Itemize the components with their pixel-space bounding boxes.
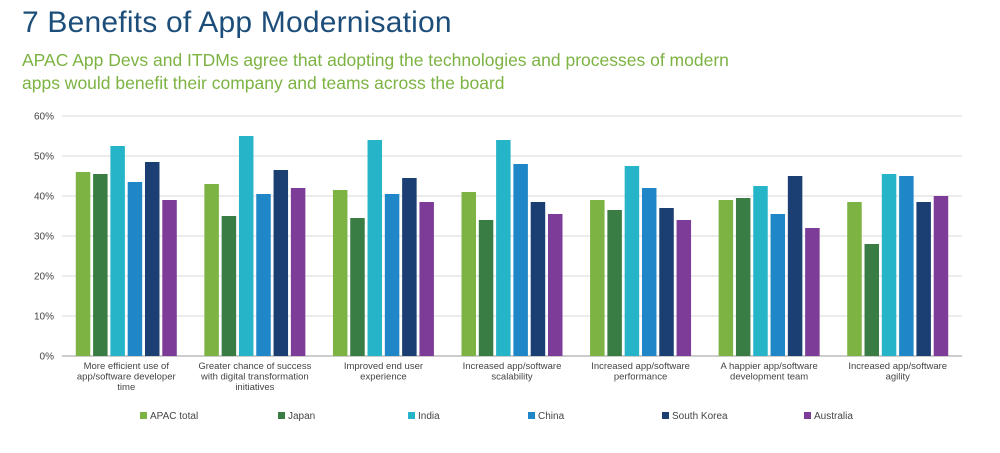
bar <box>256 194 271 356</box>
bar <box>290 188 306 356</box>
bar <box>238 136 254 356</box>
bar <box>93 174 108 356</box>
bar <box>718 200 734 356</box>
bar <box>770 214 786 356</box>
subtitle-line-2: apps would benefit their company and tea… <box>22 73 505 93</box>
bar <box>607 210 622 356</box>
subtitle-line-1: APAC App Devs and ITDMs agree that adopt… <box>22 50 729 70</box>
legend-swatch <box>662 412 669 419</box>
bar <box>127 182 143 356</box>
bar <box>273 170 289 356</box>
bar <box>735 198 751 356</box>
bar <box>496 140 511 356</box>
x-tick-label: Greater chance of success <box>198 361 311 372</box>
chart-title: 7 Benefits of App Modernisation <box>22 6 452 39</box>
bar <box>513 164 528 356</box>
bar <box>590 200 605 356</box>
bar <box>162 200 177 356</box>
bar <box>384 194 400 356</box>
bar <box>933 196 949 356</box>
bar <box>899 176 914 356</box>
bar <box>864 244 880 356</box>
y-tick-label: 10% <box>34 312 54 323</box>
bar <box>419 202 434 356</box>
legend-swatch <box>140 412 147 419</box>
y-tick-label: 50% <box>34 152 54 163</box>
x-tick-label: initiatives <box>235 382 274 393</box>
bar <box>461 192 476 356</box>
bar <box>753 186 768 356</box>
bar <box>881 174 897 356</box>
bar <box>75 172 91 356</box>
bar <box>110 146 125 356</box>
x-tick-label: Increased app/software <box>463 361 562 372</box>
bar <box>530 202 546 356</box>
bar <box>805 228 820 356</box>
legend-label: Australia <box>814 411 853 422</box>
y-tick-label: 20% <box>34 272 54 283</box>
x-tick-label: More efficient use of <box>84 361 170 372</box>
bar <box>478 220 494 356</box>
bar <box>332 190 348 356</box>
x-tick-label: development team <box>730 372 808 383</box>
chart-subtitle: APAC App Devs and ITDMs agree that adopt… <box>22 49 922 95</box>
bar <box>916 202 931 356</box>
legend-swatch <box>528 412 535 419</box>
x-tick-label: agility <box>886 372 911 383</box>
bar <box>787 176 803 356</box>
y-tick-label: 0% <box>40 352 55 363</box>
bar <box>402 178 417 356</box>
legend-label: APAC total <box>150 411 198 422</box>
y-tick-label: 60% <box>34 112 54 123</box>
bar <box>676 220 692 356</box>
x-tick-label: Improved end user <box>344 361 423 372</box>
bar <box>548 214 563 356</box>
bar <box>659 208 674 356</box>
y-tick-label: 40% <box>34 192 54 203</box>
x-tick-label: Increased app/software <box>591 361 690 372</box>
x-tick-label: experience <box>360 372 406 383</box>
bar <box>221 216 237 356</box>
legend-label: South Korea <box>672 411 728 422</box>
x-tick-label: performance <box>614 372 667 383</box>
legend-swatch <box>278 412 285 419</box>
x-tick-label: app/software developer <box>77 372 176 383</box>
bar <box>847 202 862 356</box>
bar <box>641 188 657 356</box>
x-tick-label: time <box>117 382 135 393</box>
legend-swatch <box>408 412 415 419</box>
legend-label: Japan <box>288 411 315 422</box>
bar <box>144 162 160 356</box>
bar <box>350 218 365 356</box>
x-tick-label: scalability <box>491 372 532 383</box>
x-tick-label: Increased app/software <box>848 361 947 372</box>
bar <box>624 166 640 356</box>
bar <box>367 140 383 356</box>
x-tick-label: with digital transformation <box>200 372 309 383</box>
legend-swatch <box>804 412 811 419</box>
bar <box>204 184 219 356</box>
legend-label: India <box>418 411 440 422</box>
y-tick-label: 30% <box>34 232 54 243</box>
legend-label: China <box>538 411 565 422</box>
x-tick-label: A happier app/software <box>721 361 818 372</box>
